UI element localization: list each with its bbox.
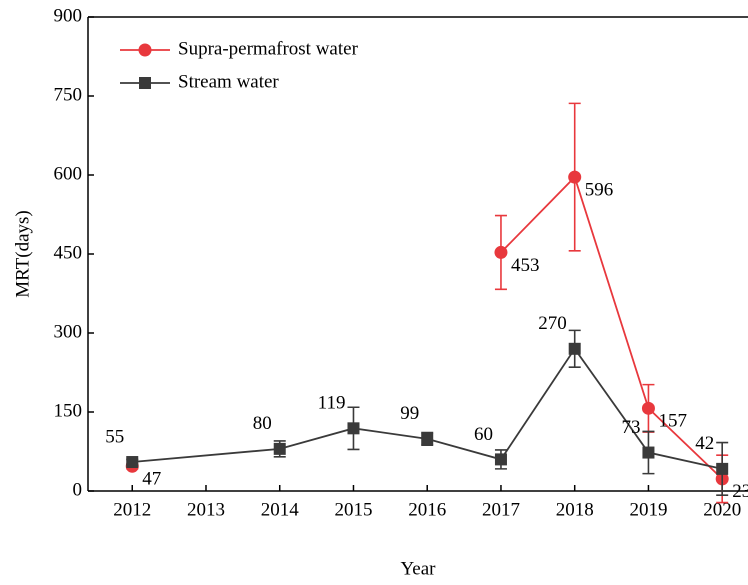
x-tick-label: 2012: [113, 499, 151, 520]
data-label: 157: [658, 411, 687, 432]
data-point: [347, 422, 360, 435]
legend-label: Stream water: [178, 71, 279, 92]
data-point: [568, 170, 582, 184]
data-label: 270: [538, 313, 567, 334]
data-point: [716, 462, 729, 475]
data-label: 119: [318, 393, 346, 414]
data-label: 55: [105, 426, 124, 447]
data-point: [641, 401, 655, 415]
data-label: 453: [511, 255, 540, 276]
x-tick-label: 2015: [334, 499, 372, 520]
data-label: 596: [585, 179, 614, 200]
data-point: [273, 442, 286, 455]
data-label: 42: [695, 433, 714, 454]
legend-label: Supra-permafrost water: [178, 38, 359, 59]
series-line: [500, 175, 723, 480]
legend-marker: [139, 77, 151, 89]
data-label: 23: [732, 481, 748, 502]
legend-marker: [138, 43, 152, 57]
data-label: 99: [400, 403, 419, 424]
x-tick-label: 2016: [408, 499, 446, 520]
data-label: 47: [142, 469, 161, 490]
y-tick-label: 300: [54, 321, 83, 342]
x-tick-label: 2013: [187, 499, 225, 520]
data-point: [568, 342, 581, 355]
data-label: 73: [621, 417, 640, 438]
y-tick-label: 150: [54, 400, 83, 421]
data-label: 80: [253, 413, 272, 434]
data-point: [494, 453, 507, 466]
data-point: [126, 456, 139, 469]
y-tick-label: 750: [54, 84, 83, 105]
x-tick-label: 2014: [261, 499, 300, 520]
x-tick-label: 2017: [482, 499, 520, 520]
data-label: 60: [474, 424, 493, 445]
data-point: [494, 245, 508, 259]
y-axis-label: MRT(days): [12, 210, 33, 298]
data-point: [421, 432, 434, 445]
series-line: [132, 347, 723, 470]
x-tick-label: 2019: [629, 499, 667, 520]
data-point: [642, 446, 655, 459]
y-tick-label: 600: [54, 163, 83, 184]
x-tick-label: 2018: [556, 499, 594, 520]
y-tick-label: 0: [73, 479, 83, 500]
y-tick-label: 450: [54, 242, 83, 263]
x-axis-label: Year: [400, 558, 436, 579]
y-tick-label: 900: [54, 5, 83, 26]
x-tick-label: 2020: [703, 499, 741, 520]
